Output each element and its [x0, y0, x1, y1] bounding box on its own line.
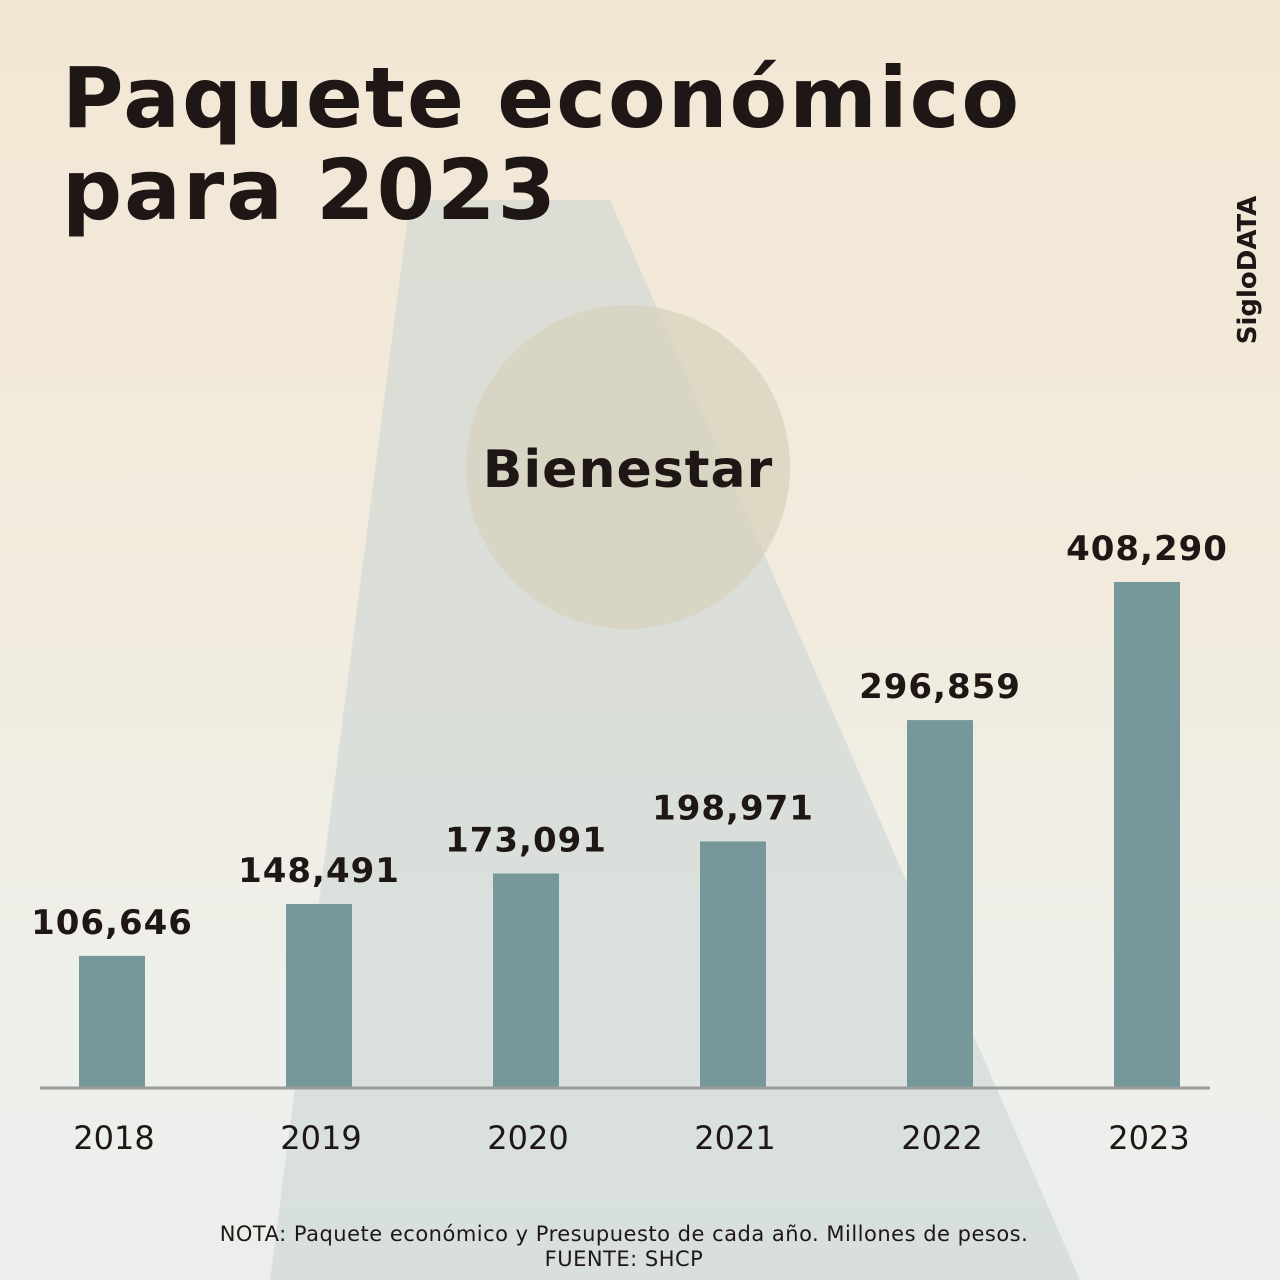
x-tick-label: 2020: [487, 1119, 568, 1157]
data-label: 173,091: [445, 820, 607, 860]
bar-2023: [1114, 582, 1180, 1088]
bar-2020: [493, 873, 559, 1088]
x-tick-label: 2021: [694, 1119, 775, 1157]
x-tick-label: 2023: [1108, 1119, 1189, 1157]
data-label: 296,859: [859, 667, 1021, 707]
source: FUENTE: SHCP: [544, 1247, 704, 1271]
footnote: NOTA: Paquete económico y Presupuesto de…: [219, 1222, 1029, 1246]
bar-2018: [79, 955, 145, 1088]
category-label: Bienestar: [482, 440, 774, 500]
page-title: Paquete económico para 2023: [62, 49, 1022, 239]
data-label: 148,491: [238, 851, 400, 891]
bar-2021: [700, 841, 766, 1088]
x-tick-label: 2018: [73, 1119, 154, 1157]
data-label: 106,646: [31, 903, 193, 943]
bar-2019: [286, 903, 352, 1088]
x-tick-label: 2022: [901, 1119, 982, 1157]
data-label: 408,290: [1066, 529, 1228, 569]
bar-2022: [907, 720, 973, 1088]
category-circle: [466, 305, 790, 629]
x-tick-label: 2019: [280, 1119, 361, 1157]
data-label: 198,971: [652, 788, 814, 828]
